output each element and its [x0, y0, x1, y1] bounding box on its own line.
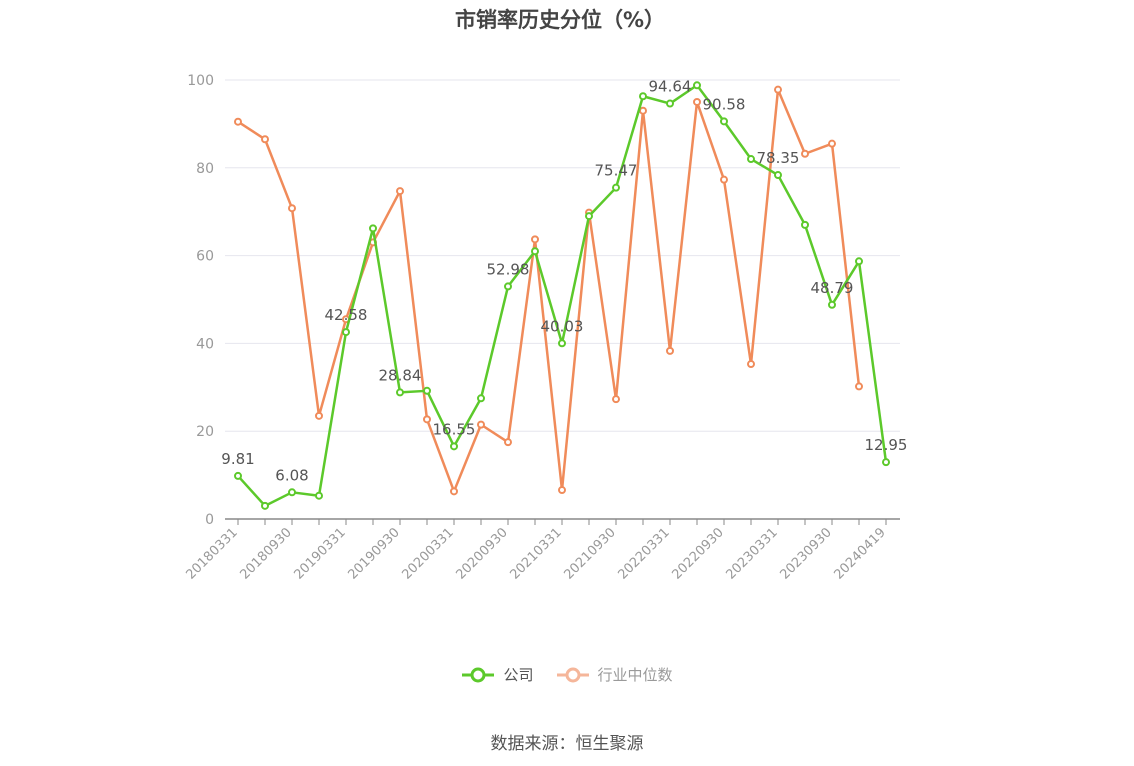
legend-company-label: 公司	[503, 666, 534, 684]
x-tick-label: 20180930	[237, 525, 294, 582]
industry-series-point	[666, 346, 674, 355]
legend-industry-icon	[556, 667, 589, 682]
chart-legend: 公司 行业中位数	[0, 664, 1134, 685]
company-series-point	[774, 171, 782, 180]
x-tick-label: 20180331	[183, 525, 240, 582]
data-source: 数据来源：恒生聚源	[490, 734, 644, 754]
industry-series-point	[477, 420, 485, 429]
industry-series-point	[450, 487, 458, 496]
industry-series-point	[828, 139, 836, 148]
company-series-point	[612, 183, 620, 192]
data-label: 75.47	[595, 162, 638, 180]
company-series-point	[531, 247, 539, 256]
x-tick-label: 20220930	[669, 525, 726, 582]
company-series-point	[666, 99, 674, 108]
y-tick-label: 100	[187, 73, 214, 89]
data-label: 6.08	[275, 466, 308, 484]
data-label: 12.95	[865, 436, 908, 454]
company-series-point	[747, 155, 755, 164]
x-tick-label: 20190930	[345, 525, 402, 582]
company-series-point	[261, 501, 269, 510]
company-series-point	[720, 117, 728, 126]
data-label: 42.58	[325, 306, 368, 324]
x-tick-label: 20230331	[723, 525, 780, 582]
industry-series-point	[558, 486, 566, 495]
company-series-point	[855, 257, 863, 266]
industry-series-point	[612, 395, 620, 404]
chart-title: 市销率历史分位（%）	[454, 8, 666, 32]
industry-series-point	[423, 415, 431, 424]
company-series-point	[396, 388, 404, 397]
data-label: 78.35	[757, 149, 800, 167]
legend-industry-label: 行业中位数	[597, 666, 673, 684]
x-tick-label: 20200331	[399, 525, 456, 582]
industry-series-point	[720, 175, 728, 184]
data-label: 94.64	[649, 78, 692, 96]
legend-item-industry[interactable]: 行业中位数	[556, 664, 673, 685]
company-series-point	[342, 328, 350, 337]
company-series-point	[828, 300, 836, 309]
company-series-point	[558, 339, 566, 348]
x-tick-label: 20210331	[507, 525, 564, 582]
company-series-point	[450, 442, 458, 451]
company-series-point	[585, 212, 593, 221]
company-series-point	[423, 386, 431, 395]
x-tick-label: 20240419	[831, 525, 888, 582]
company-series-point	[477, 394, 485, 403]
company-series-point	[882, 458, 890, 467]
data-label: 40.03	[541, 317, 584, 335]
company-series-point	[693, 81, 701, 90]
data-label: 16.55	[433, 420, 476, 438]
industry-series-point	[531, 235, 539, 244]
industry-series-point	[774, 85, 782, 94]
y-tick-label: 60	[196, 249, 214, 265]
company-series-point	[504, 282, 512, 291]
x-tick-label: 20210930	[561, 525, 618, 582]
y-tick-label: 20	[196, 424, 214, 440]
industry-series-point	[396, 187, 404, 196]
data-label: 9.81	[221, 450, 254, 468]
industry-series-point	[855, 382, 863, 391]
company-series-point	[288, 488, 296, 497]
x-tick-label: 20190331	[291, 525, 348, 582]
legend-item-company[interactable]: 公司	[461, 664, 534, 685]
industry-series-point	[234, 117, 242, 126]
industry-series-point	[504, 438, 512, 447]
x-tick-label: 20200930	[453, 525, 510, 582]
company-series-point	[234, 471, 242, 480]
company-series-point	[315, 491, 323, 500]
data-label: 90.58	[703, 95, 746, 113]
x-tick-label: 20230930	[777, 525, 834, 582]
legend-company-icon	[462, 667, 495, 682]
industry-series-line	[237, 88, 861, 493]
y-tick-label: 80	[196, 161, 214, 177]
company-series-point	[801, 220, 809, 229]
industry-series-point	[261, 135, 269, 144]
data-label: 28.84	[379, 366, 422, 384]
x-tick-label: 20220331	[615, 525, 672, 582]
industry-series-point	[747, 360, 755, 369]
data-label: 52.98	[487, 260, 530, 278]
data-label: 48.79	[811, 279, 854, 297]
industry-series-point	[315, 411, 323, 420]
y-tick-label: 0	[205, 512, 214, 528]
industry-series-point	[639, 106, 647, 115]
company-series-point	[639, 92, 647, 101]
company-series-point	[369, 224, 377, 233]
industry-series-point	[288, 204, 296, 213]
industry-series-point	[801, 149, 809, 158]
industry-series-point	[693, 97, 701, 106]
y-tick-label: 40	[196, 336, 214, 352]
